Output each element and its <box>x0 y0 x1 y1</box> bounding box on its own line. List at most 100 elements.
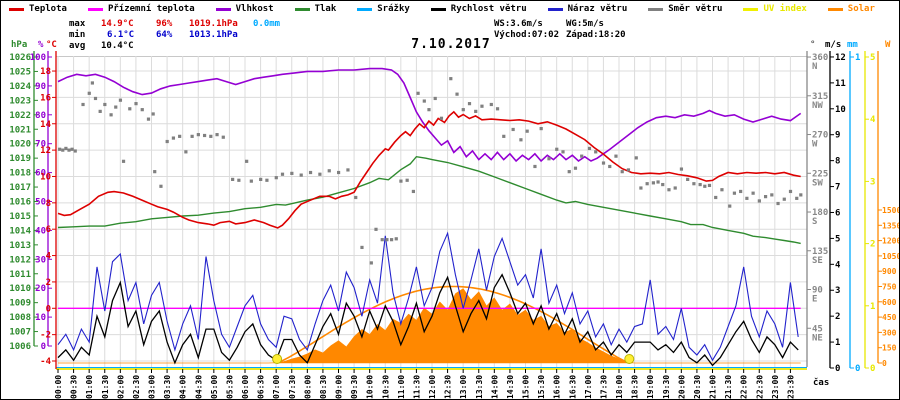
svg-text:00:30: 00:30 <box>70 375 79 399</box>
legend-item-prizemni-teplota: Přízemní teplota <box>87 4 195 14</box>
svg-text:45: 45 <box>812 324 823 334</box>
svg-text:15:00: 15:00 <box>522 375 531 399</box>
legend-label: UV index <box>763 4 807 14</box>
svg-text:90: 90 <box>35 82 46 92</box>
svg-text:12: 12 <box>40 146 51 156</box>
svg-text:-2: -2 <box>40 331 51 341</box>
svg-text:100: 100 <box>30 53 46 63</box>
legend-item-tlak: Tlak <box>294 4 337 14</box>
svg-text:4: 4 <box>46 252 52 262</box>
svg-text:0: 0 <box>882 359 887 368</box>
svg-text:1012: 1012 <box>9 255 31 265</box>
svg-text:1200: 1200 <box>882 237 900 246</box>
svg-text:0: 0 <box>855 364 860 374</box>
svg-text:60: 60 <box>35 169 46 179</box>
series-wind-direction <box>58 77 803 265</box>
legend-item-uv-index: UV index <box>743 4 807 14</box>
svg-text:600: 600 <box>882 298 897 307</box>
stat-max-pressure: 1019.1hPa <box>189 19 238 29</box>
sun-markers <box>272 354 635 364</box>
svg-text:1024: 1024 <box>9 82 31 92</box>
svg-text:02:30: 02:30 <box>132 375 141 399</box>
svg-text:0: 0 <box>835 364 840 374</box>
svg-text:270: 270 <box>812 131 828 141</box>
svg-text:1021: 1021 <box>9 125 31 135</box>
svg-text:11:30: 11:30 <box>412 375 421 399</box>
svg-text:5: 5 <box>835 234 840 244</box>
svg-text:00:00: 00:00 <box>54 375 63 399</box>
svg-text:0: 0 <box>870 364 875 374</box>
svg-text:19:00: 19:00 <box>646 375 655 399</box>
svg-text:1500: 1500 <box>882 206 900 215</box>
svg-text:13:30: 13:30 <box>475 375 484 399</box>
stat-sunrise: Východ:07:02 <box>494 30 560 40</box>
svg-text:1009: 1009 <box>9 299 31 309</box>
svg-text:1007: 1007 <box>9 328 31 338</box>
legend-swatch-rychlost-vetru <box>430 7 446 11</box>
svg-text:09:30: 09:30 <box>350 375 359 399</box>
legend-swatch-prizemni-teplota <box>87 7 103 11</box>
svg-text:17:00: 17:00 <box>584 375 593 399</box>
stat-max-temp: 14.9°C <box>101 19 134 29</box>
svg-text:07:00: 07:00 <box>272 375 281 399</box>
svg-text:10:00: 10:00 <box>366 375 375 399</box>
legend-swatch-naraz-vetru <box>547 7 563 11</box>
svg-text:12:30: 12:30 <box>444 375 453 399</box>
legend-label: Rychlost větru <box>450 4 527 14</box>
svg-text:22:30: 22:30 <box>755 375 764 399</box>
svg-text:50: 50 <box>35 198 46 208</box>
axis-header-ms: m/s <box>825 40 842 50</box>
legend-swatch-uv-index <box>743 7 759 11</box>
stat-precip-total: 0.0mm <box>253 19 281 29</box>
legend-item-smer-vetru: Směr větru <box>648 4 722 14</box>
svg-text:1016: 1016 <box>9 198 31 208</box>
svg-text:7: 7 <box>835 183 840 193</box>
svg-text:2: 2 <box>835 312 840 322</box>
svg-text:18: 18 <box>40 67 51 77</box>
legend-item-solar: Solar <box>827 4 875 14</box>
axis-precip: 10 <box>849 51 860 374</box>
axis-time: 00:00 00:30 01:00 01:30 02:00 02:30 03:00 03:30… <box>54 369 829 399</box>
stat-avg-label: avg <box>69 41 86 51</box>
series-wind-speed <box>57 273 799 367</box>
svg-text:20:30: 20:30 <box>693 375 702 399</box>
chart-title: 7.10.2017 <box>411 37 491 52</box>
legend-item-teplota: Teplota <box>9 4 67 14</box>
svg-text:03:30: 03:30 <box>163 375 172 399</box>
svg-text:11: 11 <box>835 79 846 89</box>
legend-label: Směr větru <box>668 4 723 14</box>
svg-text:4: 4 <box>870 115 876 125</box>
svg-text:6: 6 <box>46 225 51 235</box>
svg-text:9: 9 <box>835 131 840 141</box>
svg-text:08:30: 08:30 <box>319 375 328 399</box>
svg-text:1011: 1011 <box>9 270 31 280</box>
stat-max-label: max <box>69 19 86 29</box>
legend-swatch-tlak <box>294 7 310 11</box>
svg-text:05:30: 05:30 <box>225 375 234 399</box>
grid <box>56 56 807 369</box>
svg-text:1006: 1006 <box>9 342 31 352</box>
svg-text:180: 180 <box>812 208 828 218</box>
chart-legend: Teplota Přízemní teplota Vlhkost Tlak Srážky… <box>9 4 889 14</box>
legend-label: Srážky <box>377 4 410 14</box>
svg-text:1025: 1025 <box>9 67 31 77</box>
series-humidity <box>57 67 802 163</box>
svg-text:04:00: 04:00 <box>179 375 188 399</box>
series-pressure <box>57 155 801 245</box>
svg-text:01:30: 01:30 <box>101 375 110 399</box>
stat-wind-speed-max: WS:3.6m/s <box>494 19 543 29</box>
legend-swatch-vlhkost <box>215 7 231 11</box>
svg-text:-4: -4 <box>40 357 51 367</box>
svg-text:30: 30 <box>35 255 46 265</box>
svg-text:1050: 1050 <box>882 252 900 261</box>
svg-text:07:30: 07:30 <box>288 375 297 399</box>
svg-text:13:00: 13:00 <box>459 375 468 399</box>
svg-text:23:00: 23:00 <box>771 375 780 399</box>
stat-max-humidity: 96% <box>156 19 173 29</box>
legend-label: Tlak <box>314 4 337 14</box>
svg-text:22:00: 22:00 <box>740 375 749 399</box>
svg-text:03:00: 03:00 <box>148 375 157 399</box>
svg-text:1: 1 <box>855 53 860 63</box>
